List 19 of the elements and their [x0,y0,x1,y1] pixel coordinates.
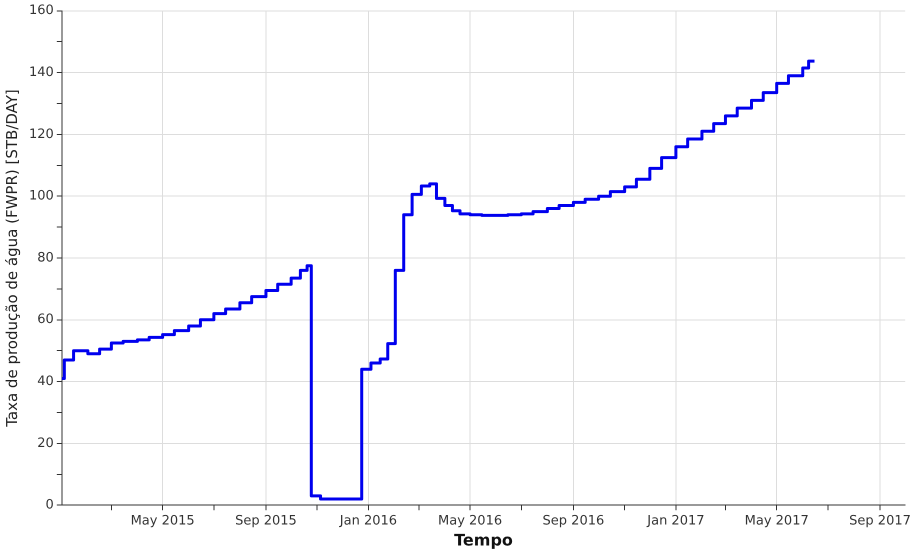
x-tick-label: May 2015 [130,513,195,528]
x-tick-label: May 2016 [438,513,502,528]
y-tick-label: 120 [28,126,54,142]
y-tick-label: 60 [37,312,54,328]
x-axis-title: Tempo [454,530,513,550]
y-tick-label: 160 [28,3,54,18]
y-tick-label: 20 [37,436,54,451]
y-axis-title: Taxa de produção de água (FWPR) [STB/DAY] [2,89,21,428]
y-tick-label: 0 [46,498,54,513]
y-tick-label: 140 [28,64,54,80]
y-tick-label: 40 [37,374,54,389]
y-tick-label: 100 [28,188,54,204]
x-tick-label: Jan 2017 [646,513,705,528]
x-tick-label: Sep 2015 [235,513,297,528]
x-tick-label: Jan 2016 [338,513,398,528]
y-tick-label: 80 [37,250,54,266]
x-tick-label: May 2017 [744,513,809,528]
x-tick-label: Sep 2016 [542,513,604,528]
x-tick-label: Sep 2017 [849,513,911,528]
